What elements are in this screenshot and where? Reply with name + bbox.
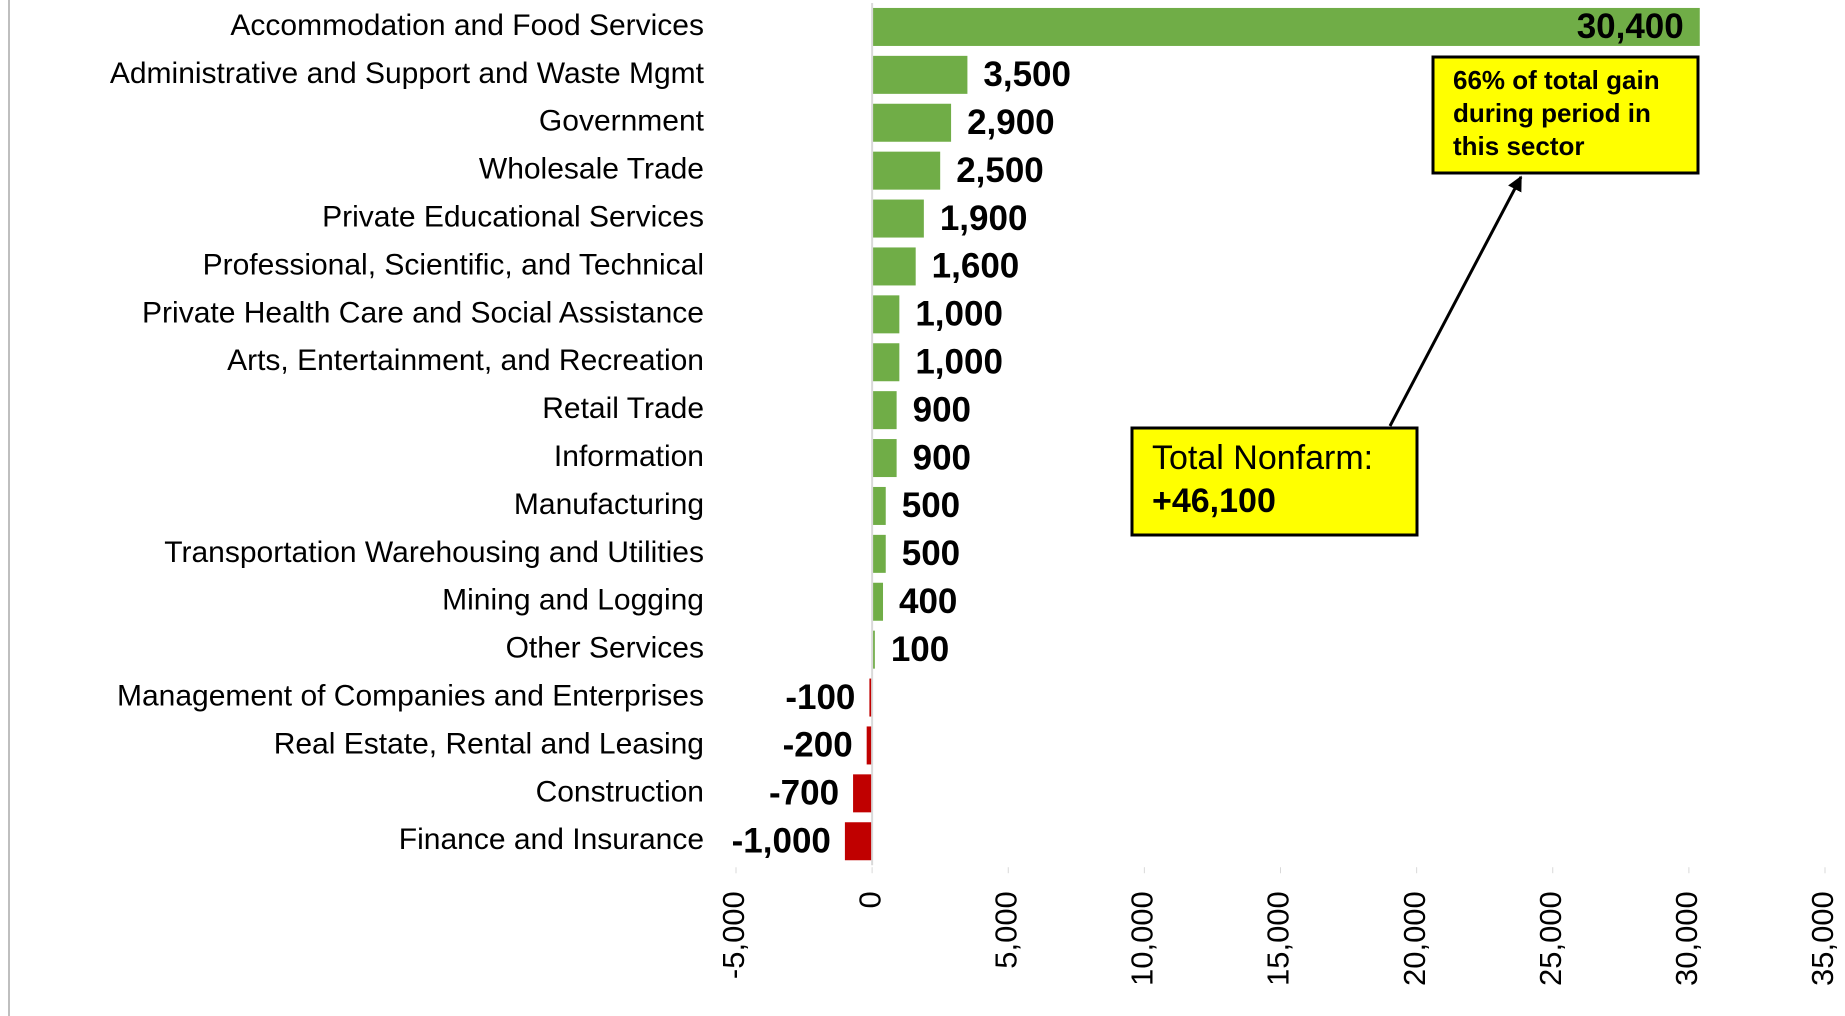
category-label: Construction [536, 775, 704, 808]
category-label: Real Estate, Rental and Leasing [274, 727, 704, 760]
bar [872, 199, 924, 238]
value-label: 500 [902, 534, 960, 573]
bar [872, 55, 968, 94]
category-label: Manufacturing [514, 488, 704, 521]
value-label: 1,000 [915, 295, 1003, 334]
x-tick-label: 20,000 [1397, 891, 1432, 986]
category-label: Government [539, 105, 705, 138]
value-label: 1,000 [915, 343, 1003, 382]
category-label: Accommodation and Food Services [230, 9, 704, 42]
bar [872, 103, 952, 142]
value-label: -200 [783, 726, 853, 765]
category-label: Mining and Logging [442, 584, 704, 617]
bar [872, 151, 941, 190]
x-tick-label: 0 [852, 891, 887, 908]
x-tick-label: 5,000 [988, 891, 1023, 969]
value-label: 3,500 [983, 55, 1071, 94]
value-label: 400 [899, 582, 957, 621]
category-label: Wholesale Trade [479, 153, 704, 186]
value-label: 30,400 [1577, 7, 1684, 46]
value-label: 1,900 [940, 199, 1028, 238]
value-label: 900 [913, 438, 971, 477]
bar [872, 295, 900, 334]
annotation-text: during period in [1453, 98, 1651, 128]
bar [872, 630, 875, 669]
annotation-box [1130, 426, 1419, 537]
x-tick-label: 30,000 [1669, 891, 1704, 986]
bar [872, 486, 886, 525]
annotation-text: this sector [1453, 131, 1585, 161]
x-tick-label: 15,000 [1261, 891, 1296, 986]
value-label: 2,500 [956, 151, 1044, 190]
category-label: Professional, Scientific, and Technical [203, 248, 704, 281]
bar [872, 247, 916, 286]
annotation-box [1431, 55, 1700, 175]
category-label: Private Educational Services [322, 200, 704, 233]
annotation-text: Total Nonfarm: [1152, 439, 1373, 477]
category-label: Transportation Warehousing and Utilities [164, 536, 704, 569]
value-label: -1,000 [732, 822, 831, 861]
category-label: Arts, Entertainment, and Recreation [227, 344, 704, 377]
bar [853, 774, 873, 813]
category-label: Private Health Care and Social Assistanc… [142, 296, 704, 329]
value-label: 100 [891, 630, 949, 669]
bar [866, 726, 873, 765]
category-label: Other Services [506, 632, 704, 665]
category-label: Administrative and Support and Waste Mgm… [110, 57, 705, 90]
value-label: 900 [913, 390, 971, 429]
bar [872, 7, 1700, 46]
annotation-text: 66% of total gain [1453, 65, 1660, 95]
value-label: 500 [902, 486, 960, 525]
category-label: Information [554, 440, 704, 473]
annotation-arrow [1388, 175, 1523, 427]
x-tick-label: 35,000 [1805, 891, 1840, 986]
bar [872, 343, 900, 382]
value-label: -100 [785, 678, 855, 717]
x-tick-label: 25,000 [1533, 891, 1568, 986]
bar [872, 439, 897, 478]
category-label: Retail Trade [542, 392, 704, 425]
value-label: 2,900 [967, 103, 1055, 142]
value-label: 1,600 [932, 247, 1020, 286]
bar [872, 582, 884, 621]
bar [872, 391, 897, 430]
bar [869, 678, 873, 717]
x-tick-label: 10,000 [1125, 891, 1160, 986]
category-label: Finance and Insurance [399, 823, 704, 856]
x-tick-label: -5,000 [716, 891, 751, 979]
bar [844, 822, 873, 861]
annotation-text: +46,100 [1152, 482, 1276, 520]
bar [872, 534, 886, 573]
value-label: -700 [769, 774, 839, 813]
category-label: Management of Companies and Enterprises [117, 679, 704, 712]
